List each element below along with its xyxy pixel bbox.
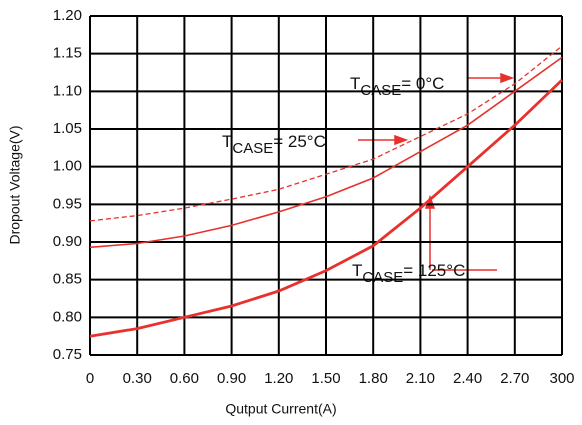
y-tick-label: 1.20 [53, 7, 82, 24]
arrowhead [394, 134, 409, 146]
series-line [89, 56, 563, 249]
y-tick-label: 1.15 [53, 45, 82, 62]
x-tick-label: 0.90 [217, 370, 246, 387]
y-tick-label: 0.95 [53, 195, 82, 212]
y-tick-label: 1.05 [53, 120, 82, 137]
x-tick-label: 2.10 [406, 370, 435, 387]
annotation-arrows [358, 72, 515, 271]
annotation-sub: CASE [232, 140, 273, 157]
x-tick-label: 0 [86, 370, 94, 387]
x-axis-title: Qutput Current(A) [225, 401, 336, 417]
x-tick-label: 0.30 [123, 370, 152, 387]
annotation-rest: = 125°C [403, 261, 465, 280]
y-axis-title: Dropout Voltage(V) [7, 125, 23, 244]
x-tick-label: 0.60 [170, 370, 199, 387]
annotation-main: T [222, 132, 232, 151]
series-line [89, 45, 563, 222]
series-line [89, 78, 563, 338]
x-tick-label: 1.20 [264, 370, 293, 387]
annotation-main: T [350, 74, 360, 93]
x-tick-label: 300 [549, 370, 574, 387]
y-tick-label: 0.90 [53, 233, 82, 250]
annotation-rest: = 0°C [401, 74, 444, 93]
x-tick-label: 1.50 [311, 370, 340, 387]
y-tick-label: 0.75 [53, 346, 82, 363]
x-tick-label: 1.80 [359, 370, 388, 387]
x-tick-label: 2.70 [500, 370, 529, 387]
y-tick-label: 1.10 [53, 82, 82, 99]
annotation-rest: = 25°C [273, 132, 326, 151]
annotation-main: T [352, 261, 362, 280]
y-tick-label: 0.85 [53, 271, 82, 288]
annotation-sub: CASE [362, 269, 403, 286]
annotation: TCASE= 25°C [222, 132, 326, 156]
y-tick-label: 1.00 [53, 158, 82, 175]
arrowhead [500, 72, 515, 84]
y-tick-label: 0.80 [53, 308, 82, 325]
annotation: TCASE= 125°C [352, 261, 465, 285]
x-tick-label: 2.40 [453, 370, 482, 387]
annotation: TCASE= 0°C [350, 74, 444, 98]
